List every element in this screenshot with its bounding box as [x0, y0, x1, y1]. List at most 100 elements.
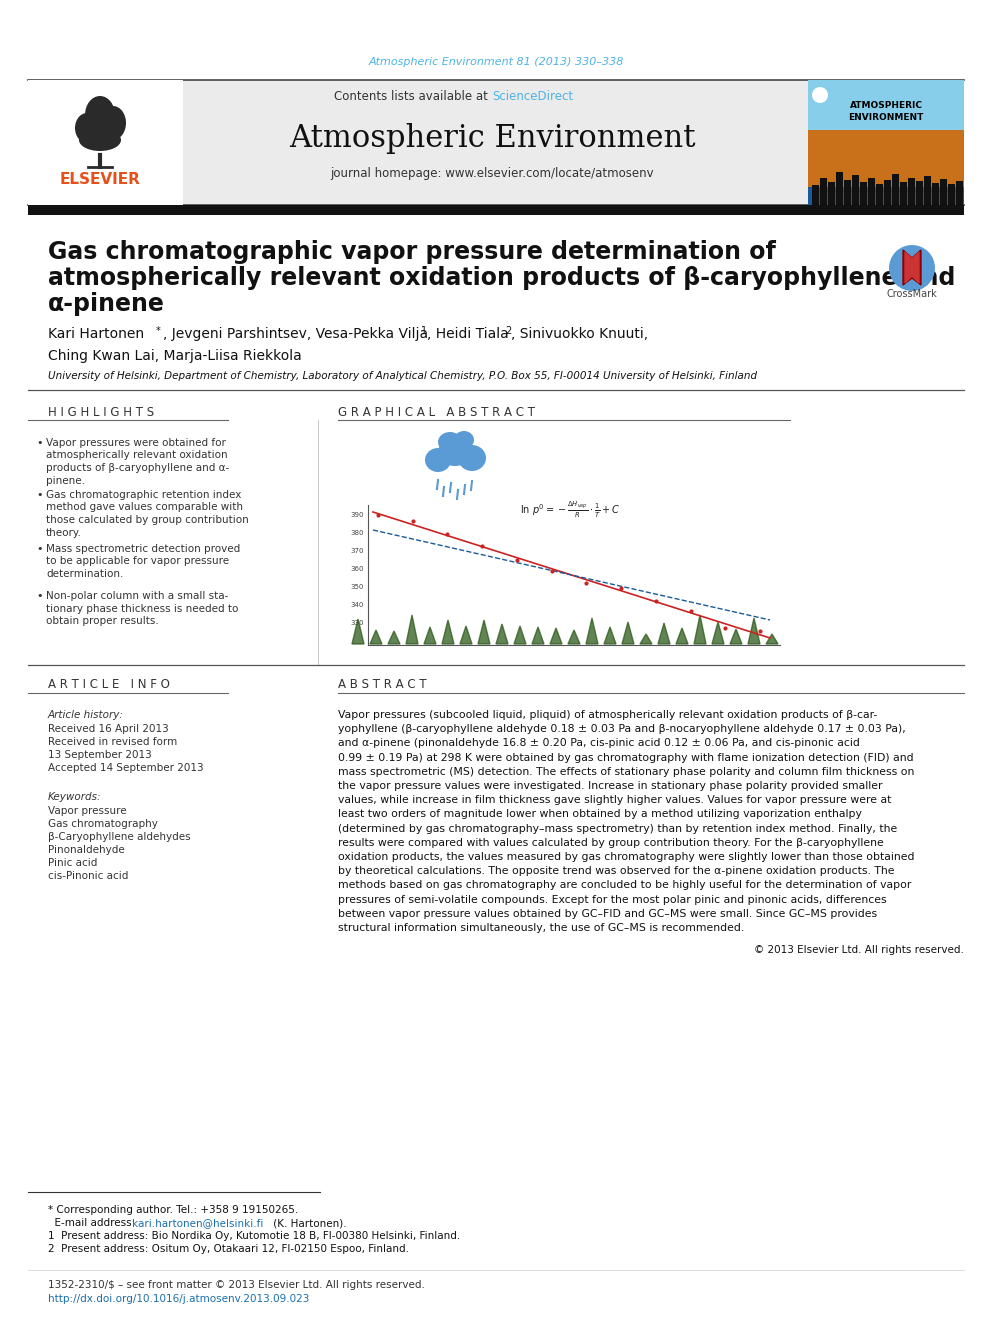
Bar	[852, 175, 859, 205]
Bar	[948, 184, 955, 205]
Text: theory.: theory.	[46, 528, 82, 537]
Text: method gave values comparable with: method gave values comparable with	[46, 503, 243, 512]
Polygon shape	[550, 628, 562, 644]
Text: Kari Hartonen: Kari Hartonen	[48, 327, 144, 341]
Text: Gas chromatographic retention index: Gas chromatographic retention index	[46, 490, 241, 500]
Bar	[940, 179, 947, 205]
Text: methods based on gas chromatography are concluded to be highly useful for the de: methods based on gas chromatography are …	[338, 880, 912, 890]
Text: Vapor pressure: Vapor pressure	[48, 806, 127, 816]
Text: α-pinene: α-pinene	[48, 292, 165, 316]
Ellipse shape	[85, 97, 115, 134]
Text: 0.99 ± 0.19 Pa) at 298 K were obtained by gas chromatography with flame ionizati: 0.99 ± 0.19 Pa) at 298 K were obtained b…	[338, 753, 914, 762]
Text: 340: 340	[350, 602, 364, 609]
Ellipse shape	[425, 448, 451, 472]
Polygon shape	[730, 628, 742, 644]
Text: E-mail address:: E-mail address:	[48, 1218, 139, 1228]
Bar	[884, 180, 891, 205]
Polygon shape	[478, 620, 490, 644]
Ellipse shape	[454, 431, 474, 448]
Text: (determined by gas chromatography–mass spectrometry) than by retention index met: (determined by gas chromatography–mass s…	[338, 824, 897, 833]
Text: A R T I C L E   I N F O: A R T I C L E I N F O	[48, 679, 170, 692]
Text: determination.: determination.	[46, 569, 123, 579]
Text: mass spectrometric (MS) detection. The effects of stationary phase polarity and : mass spectrometric (MS) detection. The e…	[338, 767, 915, 777]
Bar	[876, 184, 883, 205]
Bar	[844, 180, 851, 205]
Polygon shape	[622, 622, 634, 644]
Bar	[828, 183, 835, 205]
Polygon shape	[766, 634, 778, 644]
Bar	[28, 205, 964, 216]
Text: Mass spectrometric detection proved: Mass spectrometric detection proved	[46, 544, 240, 554]
Text: Vapor pressures (subcooled liquid, pliquid) of atmospherically relevant oxidatio: Vapor pressures (subcooled liquid, pliqu…	[338, 710, 877, 720]
Text: •: •	[36, 591, 43, 601]
Text: CrossMark: CrossMark	[887, 288, 937, 299]
Text: A B S T R A C T: A B S T R A C T	[338, 679, 427, 692]
Ellipse shape	[79, 130, 121, 151]
Text: University of Helsinki, Department of Chemistry, Laboratory of Analytical Chemis: University of Helsinki, Department of Ch…	[48, 370, 757, 381]
Text: journal homepage: www.elsevier.com/locate/atmosenv: journal homepage: www.elsevier.com/locat…	[330, 168, 654, 180]
Bar	[183, 79, 808, 205]
Text: •: •	[36, 544, 43, 554]
Text: 360: 360	[350, 566, 364, 572]
Bar	[836, 172, 843, 205]
Text: * Corresponding author. Tel.: +358 9 19150265.: * Corresponding author. Tel.: +358 9 191…	[48, 1205, 299, 1215]
Text: the vapor pressure values were investigated. Increase in stationary phase polari: the vapor pressure values were investiga…	[338, 781, 883, 791]
Ellipse shape	[100, 106, 126, 140]
Text: , Heidi Tiala: , Heidi Tiala	[427, 327, 509, 341]
Polygon shape	[676, 628, 688, 644]
Bar	[932, 183, 939, 205]
Text: Pinic acid: Pinic acid	[48, 859, 97, 868]
Text: © 2013 Elsevier Ltd. All rights reserved.: © 2013 Elsevier Ltd. All rights reserved…	[754, 945, 964, 955]
Polygon shape	[712, 622, 724, 644]
Text: Pinonaldehyde: Pinonaldehyde	[48, 845, 125, 855]
Text: Atmospheric Environment 81 (2013) 330–338: Atmospheric Environment 81 (2013) 330–33…	[368, 57, 624, 67]
Text: pressures of semi-volatile compounds. Except for the most polar pinic and pinoni: pressures of semi-volatile compounds. Ex…	[338, 894, 887, 905]
Text: and α-pinene (pinonaldehyde 16.8 ± 0.20 Pa, cis-pinic acid 0.12 ± 0.06 Pa, and c: and α-pinene (pinonaldehyde 16.8 ± 0.20 …	[338, 738, 860, 749]
Ellipse shape	[438, 438, 472, 466]
Bar	[908, 179, 915, 205]
Text: (K. Hartonen).: (K. Hartonen).	[270, 1218, 346, 1228]
Text: Keywords:: Keywords:	[48, 792, 101, 802]
Polygon shape	[496, 624, 508, 644]
Text: Accepted 14 September 2013: Accepted 14 September 2013	[48, 763, 203, 773]
Text: , Jevgeni Parshintsev, Vesa-Pekka Vilja: , Jevgeni Parshintsev, Vesa-Pekka Vilja	[163, 327, 429, 341]
Text: ELSEVIER: ELSEVIER	[60, 172, 141, 188]
Text: 1352-2310/$ – see front matter © 2013 Elsevier Ltd. All rights reserved.: 1352-2310/$ – see front matter © 2013 El…	[48, 1279, 425, 1290]
Polygon shape	[905, 251, 919, 283]
Text: 350: 350	[350, 583, 364, 590]
Polygon shape	[640, 634, 652, 644]
Polygon shape	[352, 619, 364, 644]
Polygon shape	[514, 626, 526, 644]
Text: 2  Present address: Ositum Oy, Otakaari 12, FI-02150 Espoo, Finland.: 2 Present address: Ositum Oy, Otakaari 1…	[48, 1244, 409, 1254]
Text: Atmospheric Environment: Atmospheric Environment	[289, 123, 695, 153]
Text: Article history:: Article history:	[48, 710, 124, 720]
Bar	[820, 179, 827, 205]
Polygon shape	[388, 631, 400, 644]
Bar	[900, 183, 907, 205]
Text: products of β-caryophyllene and α-: products of β-caryophyllene and α-	[46, 463, 229, 474]
Text: Non-polar column with a small sta-: Non-polar column with a small sta-	[46, 591, 228, 601]
Polygon shape	[903, 250, 921, 284]
Polygon shape	[568, 630, 580, 644]
Text: kari.hartonen@helsinki.fi: kari.hartonen@helsinki.fi	[132, 1218, 263, 1228]
Bar	[916, 181, 923, 205]
Bar	[892, 175, 899, 205]
Text: H I G H L I G H T S: H I G H L I G H T S	[48, 406, 154, 418]
Text: yophyllene (β-caryophyllene aldehyde 0.18 ± 0.03 Pa and β-nocaryophyllene aldehy: yophyllene (β-caryophyllene aldehyde 0.1…	[338, 724, 906, 734]
Bar	[868, 179, 875, 205]
Text: by theoretical calculations. The opposite trend was observed for the α-pinene ox: by theoretical calculations. The opposit…	[338, 867, 895, 876]
Text: pinene.: pinene.	[46, 475, 85, 486]
Text: Gas chromatography: Gas chromatography	[48, 819, 158, 830]
Circle shape	[889, 245, 935, 291]
Polygon shape	[748, 618, 760, 644]
Text: values, while increase in film thickness gave slightly higher values. Values for: values, while increase in film thickness…	[338, 795, 892, 806]
Polygon shape	[370, 630, 382, 644]
Text: Ching Kwan Lai, Marja-Liisa Riekkola: Ching Kwan Lai, Marja-Liisa Riekkola	[48, 349, 302, 363]
Text: 390: 390	[350, 512, 364, 519]
Polygon shape	[586, 618, 598, 644]
Text: tionary phase thickness is needed to: tionary phase thickness is needed to	[46, 603, 238, 614]
Bar	[860, 183, 867, 205]
Ellipse shape	[458, 445, 486, 471]
Text: to be applicable for vapor pressure: to be applicable for vapor pressure	[46, 557, 229, 566]
Text: *: *	[156, 325, 161, 336]
